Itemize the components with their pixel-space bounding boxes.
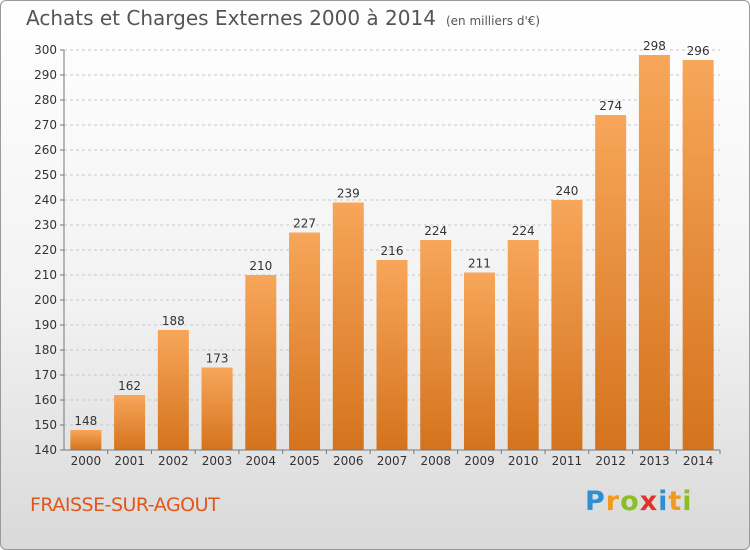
data-label: 162: [118, 379, 141, 393]
axes: 140 150 160 170 180 190 200 210 220 230 240 250 260 2…: [34, 43, 721, 468]
y-tick-label: 160: [34, 393, 57, 407]
bar: [507, 240, 539, 450]
chart-title: Achats et Charges Externes 2000 à 2014 (e…: [26, 6, 540, 30]
data-label: 274: [599, 99, 622, 113]
y-tick-label: 250: [34, 168, 57, 182]
bar: [376, 260, 408, 450]
proxiti-logo: Proxiti: [585, 486, 693, 517]
bars: [70, 55, 714, 450]
bar: [332, 202, 364, 450]
y-tick-label: 290: [34, 68, 57, 82]
y-tick-label: 280: [34, 93, 57, 107]
logo-letter: x: [639, 486, 659, 517]
bar: [595, 115, 627, 450]
data-label: 211: [468, 257, 491, 271]
logo-letter: P: [585, 486, 606, 517]
x-tick-label: 2010: [508, 454, 539, 468]
y-tick-label: 270: [34, 118, 57, 132]
x-tick-label: 2007: [377, 454, 408, 468]
x-tick-label: 2000: [71, 454, 102, 468]
data-label: 216: [381, 244, 404, 258]
bar: [114, 395, 146, 450]
y-tick-label: 210: [34, 268, 57, 282]
bar: [682, 60, 714, 450]
data-label: 239: [337, 187, 360, 201]
data-label: 227: [293, 217, 316, 231]
y-tick-label: 170: [34, 368, 57, 382]
y-tick-label: 220: [34, 243, 57, 257]
data-label: 173: [206, 352, 229, 366]
x-tick-label: 2006: [333, 454, 364, 468]
y-tick-label: 180: [34, 343, 57, 357]
y-tick-label: 230: [34, 218, 57, 232]
title-text: Achats et Charges Externes 2000 à 2014: [26, 6, 436, 30]
x-tick-label: 2014: [683, 454, 714, 468]
logo-letter: i: [658, 486, 669, 517]
y-tick-label: 140: [34, 443, 57, 457]
y-tick-label: 200: [34, 293, 57, 307]
y-tick-label: 240: [34, 193, 57, 207]
y-tick-label: 150: [34, 418, 57, 432]
data-label: 224: [424, 224, 447, 238]
x-tick-label: 2013: [639, 454, 670, 468]
bar: [245, 275, 277, 450]
bar: [551, 200, 583, 450]
x-tick-label: 2005: [289, 454, 320, 468]
x-tick-label: 2012: [595, 454, 626, 468]
logo-letter: t: [668, 486, 683, 517]
x-tick-label: 2009: [464, 454, 495, 468]
x-tick-label: 2001: [114, 454, 145, 468]
data-label: 210: [249, 259, 272, 273]
data-label: 224: [512, 224, 535, 238]
y-tick-label: 300: [34, 43, 57, 57]
bar: [289, 232, 321, 450]
data-labels: 148 162 188 173 210 227 239 216 224 211 224 240 274 2…: [74, 39, 709, 428]
x-tick-label: 2004: [246, 454, 277, 468]
data-label: 296: [687, 44, 710, 58]
x-tick-label: 2003: [202, 454, 233, 468]
data-label: 188: [162, 314, 185, 328]
bar: [638, 55, 670, 450]
y-tick-label: 260: [34, 143, 57, 157]
unit-label: (en milliers d'€): [445, 14, 541, 28]
x-tick-label: 2002: [158, 454, 189, 468]
bar: [463, 272, 495, 450]
bar: [420, 240, 452, 450]
logo-letter: o: [620, 486, 640, 517]
y-tick-label: 190: [34, 318, 57, 332]
bar: [157, 330, 189, 450]
x-tick-label: 2011: [552, 454, 583, 468]
bar: [201, 367, 233, 450]
logo-letter: r: [605, 486, 621, 517]
place-name: FRAISSE-SUR-AGOUT: [30, 494, 220, 516]
bar: [70, 430, 102, 450]
data-label: 298: [643, 39, 666, 53]
logo-letter: i: [682, 486, 693, 517]
data-label: 148: [74, 414, 97, 428]
x-tick-label: 2008: [420, 454, 451, 468]
data-label: 240: [555, 184, 578, 198]
